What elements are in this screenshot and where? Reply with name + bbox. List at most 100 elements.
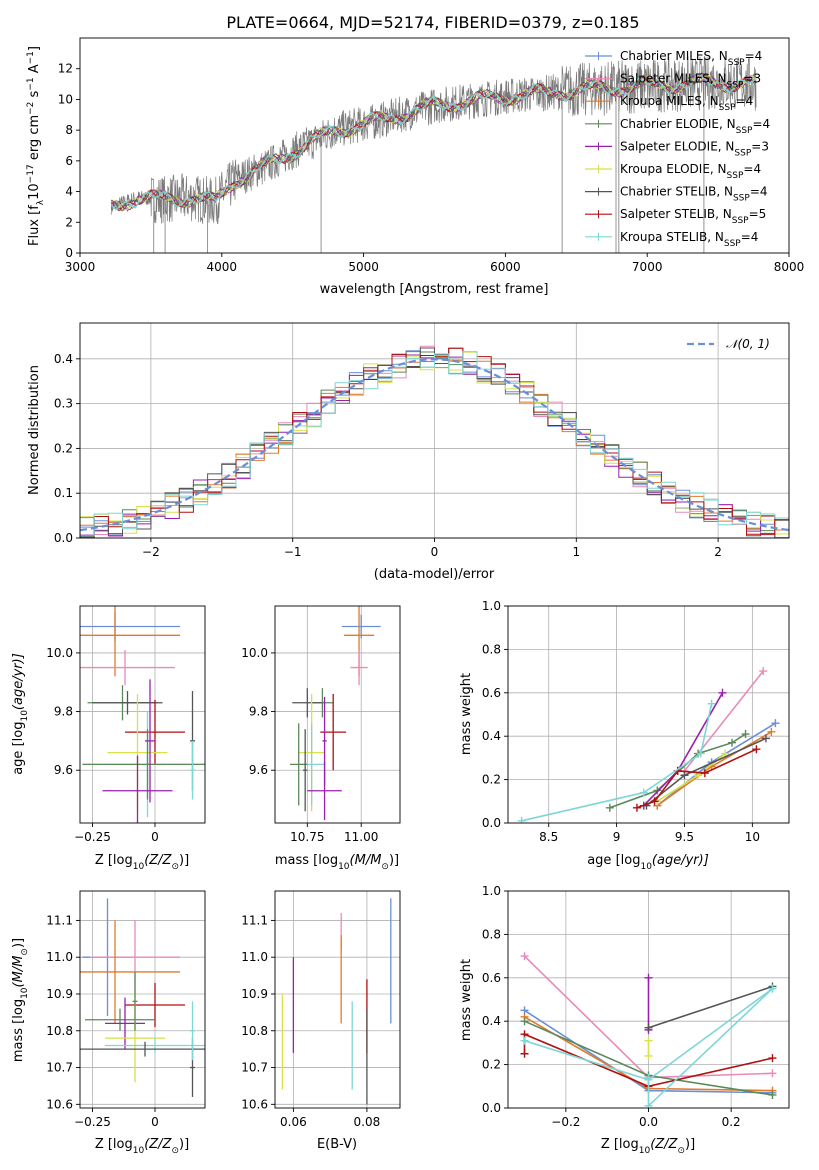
y-tick-label: 0.0 (482, 1101, 501, 1115)
label-part: =4 (741, 230, 759, 244)
data-point (768, 1090, 777, 1099)
y-tick-label: 11.0 (46, 950, 73, 964)
data-point (767, 727, 776, 736)
label-part: )] (179, 853, 189, 868)
label-part: Normed distribution (27, 365, 42, 495)
label-part: Z [log (95, 1137, 133, 1152)
label-part: =4 (743, 162, 761, 176)
label-part: SSP (719, 103, 736, 113)
axes-frame (79, 37, 790, 254)
data-point (759, 667, 768, 676)
y-axis-label: mass [log10(M/M⊙)] (11, 938, 30, 1062)
label-part: SSP (727, 171, 744, 181)
label-part: mass [log (11, 999, 26, 1062)
x-axis-label: mass [log10(M/M⊙)] (275, 853, 399, 872)
label-part: mass weight (459, 959, 474, 1041)
observed-spectrum (110, 55, 757, 225)
label-part: ⊙ (171, 862, 179, 872)
y-tick-label: 2 (65, 215, 73, 229)
label-part: Chabrier STELIB, N (620, 185, 733, 199)
axes-spectrum: 3000 4000 5000 6000 7000 8000 0 2 4 6 8 10 12 Flux [f… (26, 37, 804, 297)
data-point (605, 803, 614, 812)
plot-area (517, 667, 780, 823)
label-part: s (27, 90, 42, 101)
y-tick-label: 1.0 (482, 884, 501, 898)
data-point (768, 984, 777, 993)
data-point (696, 749, 705, 758)
label-part: 10 (27, 183, 42, 200)
label-part: Salpeter MILES, N (620, 72, 727, 86)
axes-massweight_vs_age: 8.5 9 9.5 10 0.0 0.2 0.4 0.6 0.8 1.0 mass weight ag… (459, 599, 790, 872)
axes-age_vs_mass: 10.75 11.00 9.6 9.8 10.0 mass [log10(M/M⊙)] (241, 605, 401, 872)
x-tick-label: −0.2 (551, 1115, 580, 1129)
x-tick-label: 3000 (65, 260, 96, 274)
label-part: Z [log (601, 1137, 639, 1152)
label-part: 10 (20, 710, 30, 722)
x-tick-label: 0.0 (639, 1115, 658, 1129)
legend-label: Kroupa STELIB, NSSP=4 (620, 230, 758, 249)
x-tick-label: 10.75 (290, 830, 324, 844)
data-point (680, 771, 689, 780)
x-axis-label: E(B-V) (317, 1137, 357, 1152)
model-spectrum-chabrier_stelib (110, 73, 757, 212)
x-axis-label: Z [log10(Z/Z⊙)] (95, 853, 189, 872)
y-tick-label: 0.0 (54, 531, 73, 545)
legend-label: Kroupa ELODIE, NSSP=4 (620, 162, 761, 181)
data-point (650, 797, 659, 806)
data-point (761, 734, 770, 743)
data-point (644, 1073, 653, 1082)
y-tick-label: 0.3 (54, 397, 73, 411)
y-axis-label: age [log10(age/yr)] (11, 653, 30, 775)
data-point (520, 1017, 529, 1026)
label-part: SSP (733, 194, 750, 204)
data-point (707, 699, 716, 708)
plot-area (110, 55, 757, 253)
legend-label: Salpeter MILES, NSSP=3 (620, 72, 761, 91)
data-point (644, 1101, 653, 1108)
y-tick-label: 0.8 (482, 642, 501, 656)
data-point (768, 1069, 777, 1078)
y-tick-label: 10.7 (241, 1061, 268, 1075)
y-tick-label: 9.6 (54, 763, 73, 777)
x-tick-label: 0 (151, 830, 159, 844)
axes-frame (507, 605, 790, 824)
x-axis-label: age [log10(age/yr)] (587, 853, 709, 872)
label-part: Z [log (95, 853, 133, 868)
x-tick-label: −0.25 (74, 830, 111, 844)
axes-frame (274, 890, 401, 1109)
data-point (644, 973, 653, 982)
label-part: ⊙ (381, 862, 389, 872)
x-tick-label: 7000 (632, 260, 663, 274)
y-tick-label: 10.8 (241, 1024, 268, 1038)
x-axis-label: (data-model)/error (374, 567, 495, 582)
data-point (644, 1036, 653, 1045)
model-spectrum-salpeter_elodie (110, 74, 757, 212)
label-part: )] (685, 1137, 695, 1152)
label-part: E(B-V) (317, 1137, 357, 1152)
y-axis-label: mass weight (459, 959, 474, 1041)
axes-frame (79, 890, 206, 1109)
label-part: 10 (133, 1146, 145, 1156)
series-line-kroupa_stelib (521, 703, 713, 822)
x-tick-label: −2 (142, 545, 160, 559)
label-part: A (27, 64, 42, 77)
normal-curve (80, 358, 789, 532)
series-line-chabrier_stelib (648, 985, 773, 1029)
x-tick-label: −0.25 (74, 1115, 111, 1129)
axes-mass_vs_ebv: 0.06 0.08 10.6 10.7 10.8 10.9 11.0 11.1 E(B-V) (241, 890, 401, 1152)
label-part: (Z/Z (144, 1137, 172, 1152)
histogram-kroupa_stelib (80, 351, 789, 538)
label-part: 10 (639, 1146, 651, 1156)
label-part: Salpeter ELODIE, N (620, 139, 734, 153)
y-axis-label: mass weight (459, 673, 474, 755)
y-axis-label: Normed distribution (27, 365, 42, 495)
figure-title: PLATE=0664, MJD=52174, FIBERID=0379, z=0… (226, 13, 639, 32)
y-tick-label: 0 (65, 246, 73, 260)
label-part: SSP (736, 126, 753, 136)
plot-area (281, 898, 392, 1105)
label-part: =4 (745, 49, 763, 63)
label-part: SSP (724, 239, 741, 249)
label-part: wavelength [Angstrom, rest frame] (320, 282, 549, 297)
y-tick-label: 0.8 (482, 927, 501, 941)
